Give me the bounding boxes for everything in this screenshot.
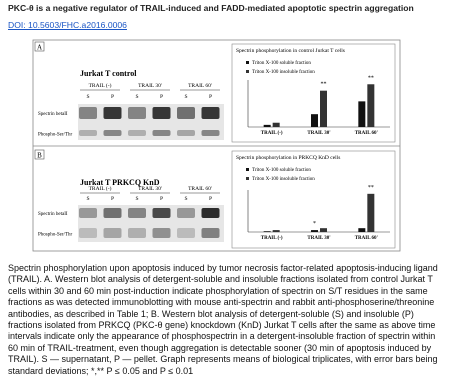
legend-label: Triton X-100 soluble fraction (252, 168, 311, 173)
band (79, 228, 97, 238)
lane-label: S (184, 196, 187, 202)
lane-label: S (184, 94, 187, 100)
bar (320, 90, 327, 127)
band (128, 208, 146, 218)
bar (263, 231, 271, 232)
row-label: Spectrin betaII (38, 112, 68, 117)
band (152, 228, 171, 238)
band (103, 130, 122, 136)
band (201, 130, 220, 136)
category-label: TRAIL 30' (307, 236, 331, 241)
category-label: TRAIL 60' (355, 236, 379, 241)
category-label: TRAIL 60' (355, 131, 379, 136)
bar (320, 228, 327, 232)
category-label: TRAIL (-) (261, 131, 283, 136)
band (152, 107, 171, 119)
band (79, 208, 97, 218)
bar (358, 228, 366, 232)
significance: * (313, 221, 316, 227)
panel-letter: B (37, 152, 42, 160)
row-label: Spectrin betaII (38, 212, 68, 217)
band (177, 228, 195, 238)
legend-label: Triton X-100 insoluble fraction (252, 177, 315, 182)
band (103, 208, 122, 218)
legend-swatch (246, 177, 249, 180)
condition-label: TRAIL 30' (138, 186, 162, 192)
lane-label: P (160, 196, 163, 202)
significance: ** (321, 82, 327, 88)
band (177, 130, 195, 136)
title: PKC-θ is a negative regulator of TRAIL-i… (8, 3, 414, 13)
bar (311, 114, 318, 127)
lane-label: P (111, 94, 114, 100)
row-label: Phospho-Ser/Thr (38, 233, 73, 238)
band (103, 107, 122, 119)
lane-label: P (111, 196, 114, 202)
category-label: TRAIL (-) (261, 236, 283, 241)
blot (78, 104, 224, 140)
band (79, 130, 97, 136)
band (177, 208, 195, 218)
figure: A Jurkat T control TRAIL (-) TRAIL 30' TRAIL… (32, 39, 401, 252)
significance: ** (368, 75, 374, 81)
band (128, 130, 146, 136)
blot-title: Jurkat T PRKCQ KnD (80, 178, 160, 187)
chart-title: Spectrin phosphorylation in control Jurk… (236, 48, 345, 54)
lane-label: S (135, 196, 138, 202)
doi-link[interactable]: DOI: 10.5603/FHC.a2016.0006 (8, 20, 127, 30)
bar (311, 230, 318, 232)
band (128, 228, 146, 238)
legend-label: Triton X-100 insoluble fraction (252, 70, 315, 75)
condition-label: TRAIL 60' (188, 186, 212, 192)
band (128, 107, 146, 119)
lane-label: S (135, 94, 138, 100)
category-label: TRAIL 30' (307, 131, 331, 136)
bar (367, 193, 375, 232)
legend-swatch (246, 168, 249, 171)
lane-label: S (86, 196, 89, 202)
bar (272, 122, 280, 127)
band (201, 228, 220, 238)
band (103, 228, 122, 238)
condition-label: TRAIL (-) (89, 185, 112, 192)
legend-swatch (246, 70, 249, 73)
band (79, 107, 97, 119)
letter-box (34, 41, 45, 52)
band (152, 208, 171, 218)
significance: ** (368, 185, 374, 191)
blot-title: Jurkat T control (80, 69, 137, 78)
bar (358, 101, 366, 127)
blot (78, 205, 224, 242)
lane-label: P (209, 94, 212, 100)
band (201, 208, 220, 218)
band (201, 107, 220, 119)
letter-box (34, 149, 45, 160)
legend-label: Triton X-100 soluble fraction (252, 61, 311, 66)
chart-title: Spectrin phosphorylation in PRKCQ KnD ce… (236, 155, 340, 161)
lane-label: P (160, 94, 163, 100)
caption: Spectrin phosphorylation upon apoptosis … (8, 263, 438, 376)
legend-swatch (246, 61, 249, 64)
condition-label: TRAIL 30' (138, 83, 162, 89)
panel-letter: A (37, 44, 42, 52)
condition-label: TRAIL (-) (89, 82, 112, 89)
condition-label: TRAIL 60' (188, 83, 212, 89)
bar (263, 124, 271, 127)
lane-label: S (86, 94, 89, 100)
row-label: Phospho-Ser/Thr (38, 133, 73, 138)
bar (367, 84, 375, 127)
lane-label: P (209, 196, 212, 202)
bar (272, 230, 280, 232)
band (177, 107, 195, 119)
band (152, 130, 171, 136)
